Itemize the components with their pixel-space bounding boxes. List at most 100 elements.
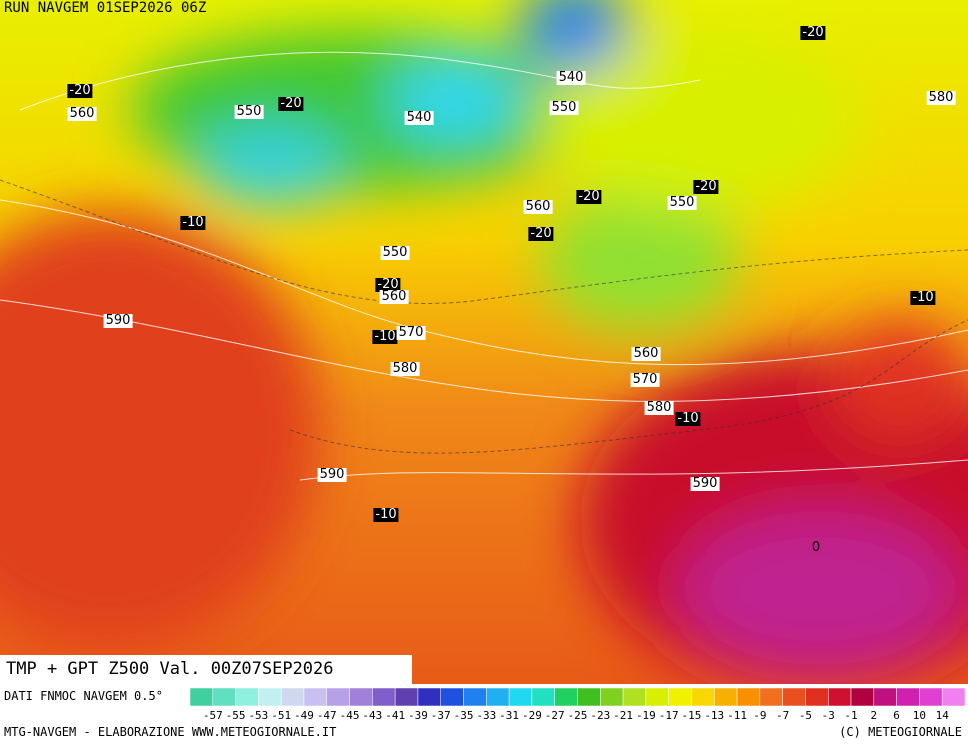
colorbar-label: -11 — [727, 709, 747, 722]
colorbar-label: -35 — [454, 709, 474, 722]
colorbar-swatch — [235, 687, 259, 707]
colorbar-swatch — [372, 687, 396, 707]
colorbar-swatch — [782, 687, 806, 707]
colorbar-label: -43 — [362, 709, 382, 722]
colorbar-label: -39 — [408, 709, 428, 722]
colorbar-swatch — [440, 687, 464, 707]
footer-right: (C) METEOGIORNALE — [839, 725, 962, 739]
colorbar-swatch — [326, 687, 350, 707]
colorbar-label: -49 — [294, 709, 314, 722]
colorbar-label: -15 — [682, 709, 702, 722]
height-label: 590 — [317, 467, 347, 482]
colorbar-swatch — [349, 687, 373, 707]
colorbar-swatch — [486, 687, 510, 707]
temperature-label: -20 — [528, 226, 554, 241]
colorbar-label: -33 — [476, 709, 496, 722]
temperature-label: -10 — [372, 329, 398, 344]
colorbar-label: -53 — [248, 709, 268, 722]
colorbar-swatch — [850, 687, 875, 707]
colorbar-swatch — [896, 687, 920, 707]
colorbar-label: -9 — [753, 709, 766, 722]
height-label: 560 — [631, 346, 661, 361]
height-label: 580 — [390, 361, 420, 376]
footer-left: MTG-NAVGEM - ELABORAZIONE WWW.METEOGIORN… — [4, 725, 337, 739]
colorbar-swatch — [417, 687, 441, 707]
colorbar-label: -17 — [659, 709, 679, 722]
colorbar-swatch — [622, 687, 647, 707]
height-label: 550 — [234, 104, 264, 119]
temperature-label: -20 — [278, 96, 304, 111]
colorbar-swatch — [736, 687, 761, 707]
height-label: 560 — [379, 289, 409, 304]
colorbar-swatch — [805, 687, 829, 707]
temperature-label: -20 — [375, 277, 401, 292]
colorbar-label: -31 — [499, 709, 519, 722]
colorbar-label: -37 — [431, 709, 451, 722]
colorbar-label: -41 — [385, 709, 405, 722]
colorbar: -57 -55 -53 -51 -49 -47 -45 -43 -41 -39 -37 -35 -33-… — [189, 687, 966, 722]
colorbar-label: -27 — [545, 709, 565, 722]
colorbar-swatch — [508, 687, 533, 707]
temperature-label: 0 — [811, 540, 821, 555]
height-label: 590 — [103, 313, 133, 328]
run-header: RUN NAVGEM 01SEP2026 06Z — [4, 0, 207, 16]
height-label: 540 — [404, 110, 434, 125]
colorbar-label: -29 — [522, 709, 542, 722]
colorbar-swatch — [941, 687, 966, 707]
colorbar-label: -47 — [317, 709, 337, 722]
temperature-label: -10 — [675, 411, 701, 426]
temperature-label: -10 — [373, 507, 399, 522]
field — [0, 0, 968, 684]
colorbar-label: -1 — [844, 709, 857, 722]
colorbar-swatch — [600, 687, 624, 707]
colorbar-swatch — [873, 687, 897, 707]
colorbar-swatch — [258, 687, 282, 707]
colorbar-label: -3 — [822, 709, 835, 722]
height-label: 550 — [380, 245, 410, 260]
colorbar-label: -57 — [203, 709, 223, 722]
colorbar-swatch — [531, 687, 555, 707]
colorbar-swatch — [189, 687, 214, 707]
temperature-label: -10 — [180, 215, 206, 230]
colorbar-label: -23 — [590, 709, 610, 722]
colorbar-swatch — [554, 687, 578, 707]
temperature-label: -20 — [576, 189, 602, 204]
map: RUN NAVGEM 01SEP2026 06Z -20 -20 -20 -10… — [0, 0, 968, 684]
colorbar-swatch — [759, 687, 783, 707]
colorbar-swatch — [691, 687, 715, 707]
colorbar-label: 14 — [936, 709, 950, 722]
colorbar-swatch — [280, 687, 305, 707]
temperature-label: -20 — [67, 83, 93, 98]
height-label: 540 — [556, 70, 586, 85]
colorbar-label: 2 — [871, 709, 878, 722]
colorbar-label: -51 — [271, 709, 291, 722]
height-label: 570 — [396, 325, 426, 340]
height-label: 550 — [667, 195, 697, 210]
temperature-label: -20 — [693, 179, 719, 194]
height-label: 570 — [630, 372, 660, 387]
height-label: 580 — [644, 400, 674, 415]
colorbar-label: 6 — [893, 709, 900, 722]
height-label: 560 — [67, 106, 97, 121]
colorbar-swatch — [394, 687, 419, 707]
colorbar-label: -19 — [636, 709, 656, 722]
height-label: 560 — [523, 199, 553, 214]
colorbar-swatch — [919, 687, 943, 707]
source-note: DATI FNMOC NAVGEM 0.5° — [4, 689, 163, 703]
temperature-label: -10 — [910, 290, 936, 305]
height-label: 550 — [549, 100, 579, 115]
temperature-label: -20 — [800, 25, 826, 40]
colorbar-swatch — [714, 687, 738, 707]
height-label: 590 — [690, 476, 720, 491]
colorbar-label: -25 — [568, 709, 588, 722]
colorbar-swatch — [668, 687, 692, 707]
map-title: TMP + GPT Z500 Val. 00Z07SEP2026 — [0, 655, 412, 684]
colorbar-swatch — [827, 687, 852, 707]
colorbar-label: -5 — [799, 709, 812, 722]
colorbar-label: -13 — [704, 709, 724, 722]
colorbar-label: -7 — [776, 709, 789, 722]
colorbar-swatch — [645, 687, 669, 707]
colorbar-swatch — [577, 687, 601, 707]
colorbar-swatch — [303, 687, 328, 707]
